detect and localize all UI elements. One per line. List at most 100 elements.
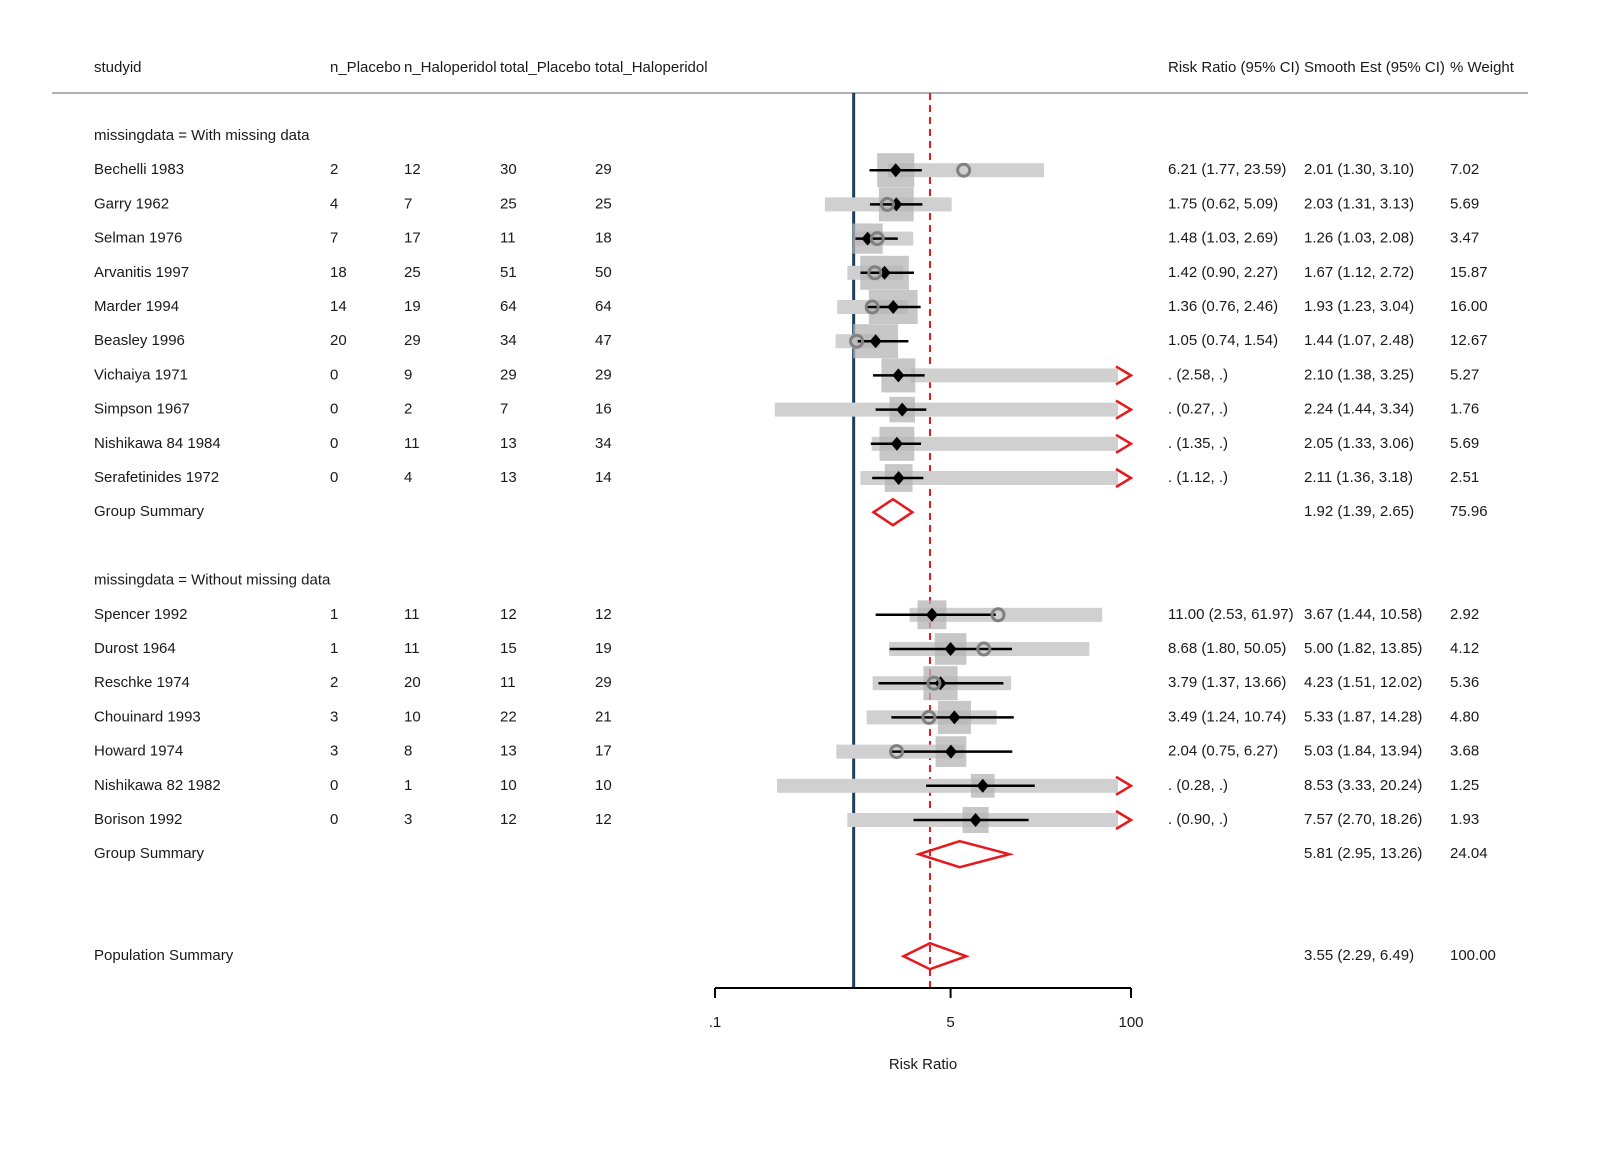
study-name: Selman 1976 — [94, 230, 182, 247]
smooth-est-cell: 2.03 (1.31, 3.13) — [1304, 195, 1414, 212]
total-placebo-cell: 13 — [500, 469, 517, 486]
total-placebo-cell: 34 — [500, 332, 517, 349]
header-risk-ratio: Risk Ratio (95% CI) — [1168, 59, 1300, 76]
smooth-est-cell: 5.00 (1.82, 13.85) — [1304, 640, 1422, 657]
study-name: Chouinard 1993 — [94, 708, 201, 725]
open-interval-arrow — [1116, 366, 1131, 384]
group-summary-label: Group Summary — [94, 503, 205, 520]
smooth-est-cell: 2.01 (1.30, 3.10) — [1304, 161, 1414, 178]
risk-ratio-cell: 1.75 (0.62, 5.09) — [1168, 195, 1278, 212]
n-haloperidol-cell: 1 — [404, 777, 412, 794]
n-haloperidol-cell: 4 — [404, 469, 412, 486]
total-placebo-cell: 29 — [500, 366, 517, 383]
total-haloperidol-cell: 64 — [595, 298, 612, 315]
total-haloperidol-cell: 21 — [595, 708, 612, 725]
total-placebo-cell: 64 — [500, 298, 517, 315]
smooth-est-cell: 4.23 (1.51, 12.02) — [1304, 674, 1422, 691]
group-summary-smooth-est: 5.81 (2.95, 13.26) — [1304, 845, 1422, 862]
n-placebo-cell: 0 — [330, 366, 338, 383]
x-axis-title: Risk Ratio — [889, 1056, 957, 1073]
n-placebo-cell: 1 — [330, 640, 338, 657]
weight-cell: 5.36 — [1450, 674, 1479, 691]
open-interval-arrow — [1116, 401, 1131, 419]
total-placebo-cell: 11 — [500, 674, 516, 691]
smooth-est-cell: 2.10 (1.38, 3.25) — [1304, 366, 1414, 383]
risk-ratio-ci-band — [775, 403, 1118, 417]
n-haloperidol-cell: 9 — [404, 366, 412, 383]
group-label: missingdata = With missing data — [94, 127, 310, 144]
smooth-est-cell: 1.67 (1.12, 2.72) — [1304, 264, 1414, 281]
n-placebo-cell: 0 — [330, 435, 338, 452]
total-placebo-cell: 15 — [500, 640, 517, 657]
risk-ratio-ci-band — [911, 368, 1118, 382]
population-summary-label: Population Summary — [94, 947, 234, 964]
n-haloperidol-cell: 3 — [404, 811, 412, 828]
n-haloperidol-cell: 17 — [404, 230, 421, 247]
n-haloperidol-cell: 7 — [404, 195, 412, 212]
total-placebo-cell: 12 — [500, 606, 517, 623]
risk-ratio-cell: 3.49 (1.24, 10.74) — [1168, 708, 1286, 725]
x-axis-tick-label: 100 — [1118, 1014, 1143, 1031]
open-interval-arrow — [1116, 777, 1131, 795]
total-placebo-cell: 13 — [500, 435, 517, 452]
n-placebo-cell: 3 — [330, 708, 338, 725]
study-name: Bechelli 1983 — [94, 161, 184, 178]
risk-ratio-cell: . (0.27, .) — [1168, 401, 1228, 418]
header-total-haloperidol: total_Haloperidol — [595, 59, 708, 76]
risk-ratio-cell: 2.04 (0.75, 6.27) — [1168, 743, 1278, 760]
header-smooth-est: Smooth Est (95% CI) — [1304, 59, 1445, 76]
x-axis-tick-label: 5 — [946, 1014, 954, 1031]
weight-cell: 1.25 — [1450, 777, 1479, 794]
risk-ratio-cell: . (0.28, .) — [1168, 777, 1228, 794]
risk-ratio-cell: 1.05 (0.74, 1.54) — [1168, 332, 1278, 349]
smooth-est-cell: 1.44 (1.07, 2.48) — [1304, 332, 1414, 349]
group-summary-weight: 75.96 — [1450, 503, 1488, 520]
open-interval-arrow — [1116, 811, 1131, 829]
smooth-est-cell: 2.24 (1.44, 3.34) — [1304, 401, 1414, 418]
weight-cell: 1.76 — [1450, 401, 1479, 418]
weight-cell: 1.93 — [1450, 811, 1479, 828]
n-haloperidol-cell: 19 — [404, 298, 421, 315]
weight-cell: 2.51 — [1450, 469, 1479, 486]
weight-cell: 3.47 — [1450, 230, 1479, 247]
n-haloperidol-cell: 11 — [404, 435, 420, 452]
total-haloperidol-cell: 47 — [595, 332, 612, 349]
open-interval-arrow — [1116, 469, 1131, 487]
total-haloperidol-cell: 18 — [595, 230, 612, 247]
header-total-placebo: total_Placebo — [500, 59, 591, 76]
smooth-est-cell: 1.26 (1.03, 2.08) — [1304, 230, 1414, 247]
weight-cell: 7.02 — [1450, 161, 1479, 178]
n-placebo-cell: 3 — [330, 743, 338, 760]
study-name: Borison 1992 — [94, 811, 182, 828]
weight-cell: 5.69 — [1450, 195, 1479, 212]
risk-ratio-cell: 8.68 (1.80, 50.05) — [1168, 640, 1286, 657]
group-summary-diamond — [873, 499, 912, 525]
weight-cell: 5.69 — [1450, 435, 1479, 452]
header-n-placebo: n_Placebo — [330, 59, 401, 76]
smooth-est-cell: 2.11 (1.36, 3.18) — [1304, 469, 1413, 486]
x-axis-tick-label: .1 — [709, 1014, 722, 1031]
total-haloperidol-cell: 19 — [595, 640, 612, 657]
total-placebo-cell: 12 — [500, 811, 517, 828]
smooth-est-cell: 2.05 (1.33, 3.06) — [1304, 435, 1414, 452]
total-haloperidol-cell: 29 — [595, 366, 612, 383]
risk-ratio-cell: 1.42 (0.90, 2.27) — [1168, 264, 1278, 281]
n-haloperidol-cell: 29 — [404, 332, 421, 349]
n-haloperidol-cell: 12 — [404, 161, 421, 178]
study-name: Howard 1974 — [94, 743, 183, 760]
n-haloperidol-cell: 20 — [404, 674, 421, 691]
study-name: Serafetinides 1972 — [94, 469, 219, 486]
total-haloperidol-cell: 16 — [595, 401, 612, 418]
population-summary-diamond — [904, 943, 967, 969]
population-summary-weight: 100.00 — [1450, 947, 1496, 964]
study-name: Reschke 1974 — [94, 674, 190, 691]
group-summary-label: Group Summary — [94, 845, 205, 862]
total-haloperidol-cell: 12 — [595, 811, 612, 828]
n-haloperidol-cell: 10 — [404, 708, 421, 725]
n-placebo-cell: 2 — [330, 674, 338, 691]
table-rows: missingdata = With missing data Bechelli … — [94, 127, 1496, 964]
risk-ratio-cell: . (0.90, .) — [1168, 811, 1228, 828]
weight-cell: 15.87 — [1450, 264, 1488, 281]
n-placebo-cell: 18 — [330, 264, 347, 281]
